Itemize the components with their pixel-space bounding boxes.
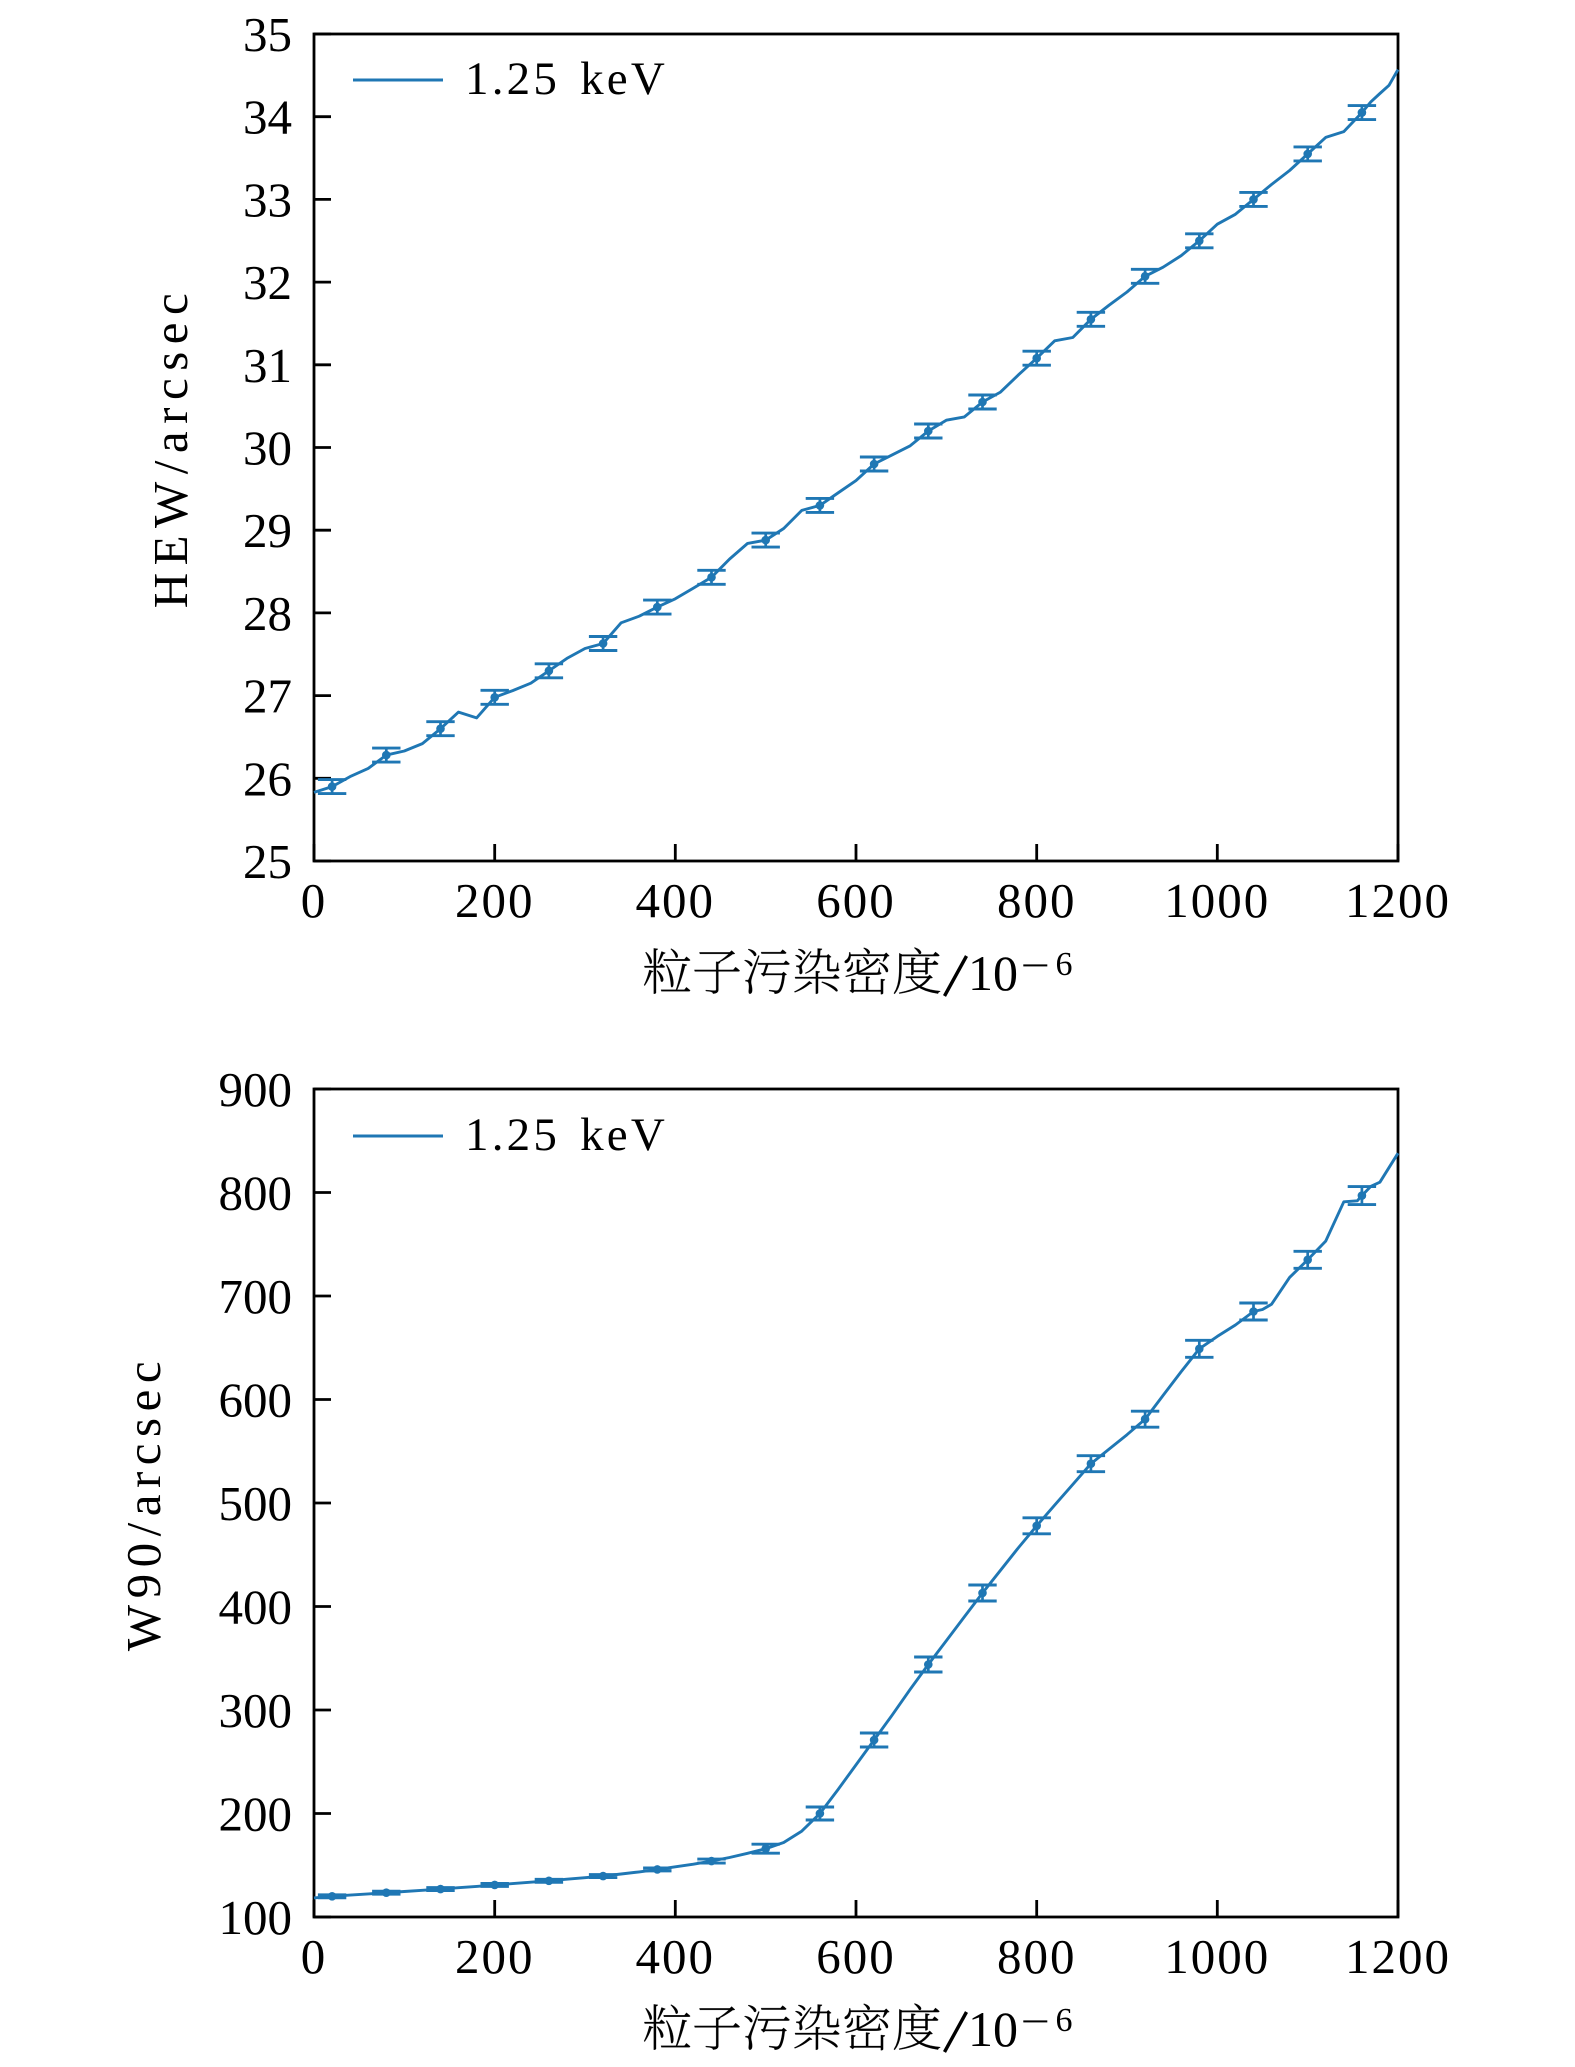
svg-text:29: 29 (243, 503, 292, 558)
svg-text:200: 200 (455, 1929, 535, 1984)
svg-text:6: 6 (1056, 946, 1073, 983)
svg-text:1200: 1200 (1345, 1929, 1451, 1984)
svg-text:6: 6 (1056, 2002, 1073, 2039)
svg-text:HEW/arcsec: HEW/arcsec (143, 286, 198, 609)
svg-text:33: 33 (243, 172, 292, 227)
svg-text:35: 35 (243, 7, 292, 62)
svg-text:1200: 1200 (1345, 873, 1451, 928)
svg-text:500: 500 (219, 1476, 293, 1531)
svg-text:800: 800 (997, 873, 1077, 928)
svg-text:600: 600 (219, 1373, 293, 1428)
svg-text:1000: 1000 (1164, 1929, 1270, 1984)
svg-text:0: 0 (301, 1929, 328, 1984)
svg-text:300: 300 (219, 1683, 293, 1738)
svg-text:200: 200 (219, 1787, 293, 1842)
svg-text:200: 200 (455, 873, 535, 928)
svg-text:34: 34 (243, 90, 292, 145)
svg-text:1000: 1000 (1164, 873, 1270, 928)
svg-text:400: 400 (636, 1929, 716, 1984)
svg-text:25: 25 (243, 834, 292, 889)
svg-text:28: 28 (243, 586, 292, 641)
svg-text:32: 32 (243, 255, 292, 310)
svg-text:600: 600 (816, 873, 896, 928)
svg-text:27: 27 (243, 669, 292, 724)
svg-text:10: 10 (968, 945, 1018, 1001)
svg-text:26: 26 (243, 751, 292, 806)
svg-text:800: 800 (219, 1166, 293, 1221)
svg-text:600: 600 (816, 1929, 896, 1984)
svg-text:100: 100 (219, 1890, 293, 1945)
svg-text:400: 400 (219, 1580, 293, 1635)
svg-text:10: 10 (968, 2001, 1018, 2057)
svg-text:400: 400 (636, 873, 716, 928)
svg-text:0: 0 (301, 873, 328, 928)
svg-text:700: 700 (219, 1269, 293, 1324)
svg-text:30: 30 (243, 421, 292, 476)
svg-text:31: 31 (243, 338, 292, 393)
svg-text:900: 900 (219, 1062, 293, 1117)
svg-text:800: 800 (997, 1929, 1077, 1984)
svg-text:W90/arcsec: W90/arcsec (116, 1355, 171, 1651)
